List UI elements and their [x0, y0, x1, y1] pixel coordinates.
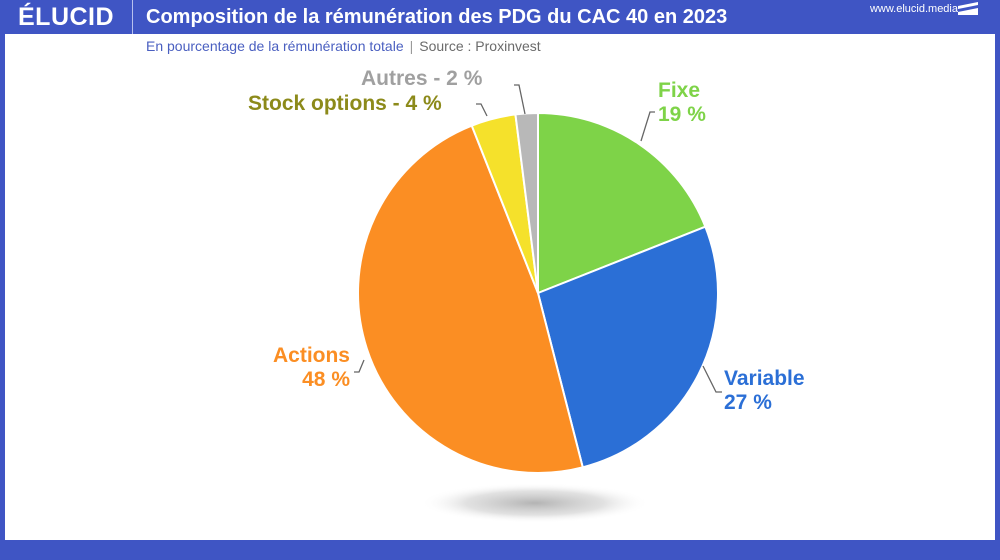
leader-line-stock-options: [476, 103, 488, 117]
pie-slices: [357, 111, 719, 474]
leader-line-variable: [702, 365, 722, 393]
footer-bar: [0, 540, 1000, 560]
header-bar: [0, 0, 1000, 34]
label-actions: Actions 48 %: [262, 344, 350, 392]
pie-slice-autres: [514, 111, 539, 294]
pie-shadow: [420, 483, 650, 523]
source-text: Source : Proxinvest: [419, 38, 541, 54]
elucid-flag-icon: [958, 2, 978, 15]
label-variable: Variable 27 %: [724, 367, 805, 415]
label-stock-options: Stock options - 4 %: [248, 92, 442, 115]
pie-slice-fixe: [537, 111, 707, 295]
elucid-logo: ÉLUCID: [18, 3, 115, 31]
chart-title: Composition de la rémunération des PDG d…: [146, 6, 728, 28]
label-variable-value: 27 %: [724, 391, 772, 414]
subtitle-separator: |: [409, 38, 414, 54]
pie-slice-variable: [536, 225, 719, 469]
label-autres: Autres - 2 %: [361, 67, 483, 90]
label-fixe: Fixe 19 %: [658, 79, 706, 127]
label-fixe-name: Fixe: [658, 79, 701, 102]
leader-lines: [354, 84, 722, 393]
label-fixe-value: 19 %: [658, 103, 706, 126]
label-actions-name: Actions: [272, 344, 350, 367]
leader-line-actions: [354, 359, 365, 373]
label-actions-value: 48 %: [302, 368, 350, 391]
footer-url[interactable]: www.elucid.media: [869, 3, 958, 15]
label-variable-name: Variable: [724, 367, 805, 390]
pie-slice-actions: [357, 124, 584, 474]
subtitle-text: En pourcentage de la rémunération totale: [146, 38, 404, 54]
chart-subtitle: En pourcentage de la rémunération totale…: [146, 38, 541, 54]
leader-line-autres: [514, 84, 526, 115]
header-divider: [132, 0, 133, 34]
leader-line-fixe: [640, 111, 655, 142]
